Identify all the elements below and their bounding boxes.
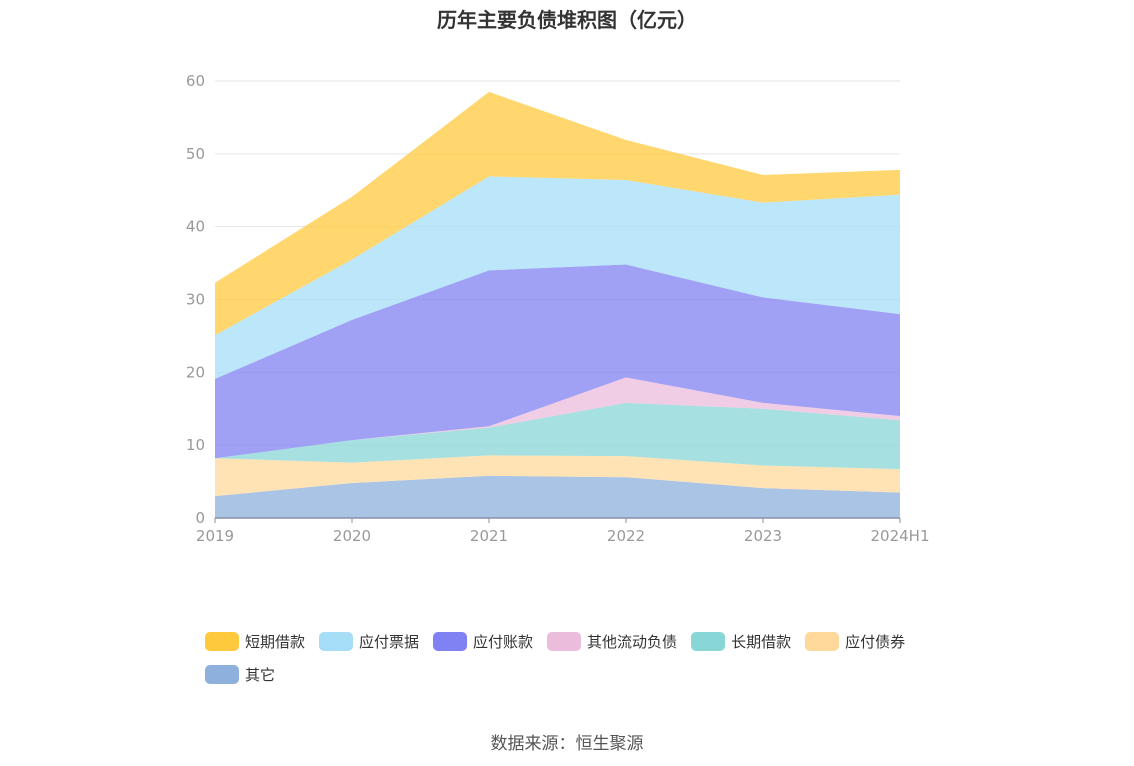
legend-item[interactable]: 短期借款 <box>205 630 305 653</box>
legend-item[interactable]: 应付票据 <box>319 630 419 653</box>
x-tick-label: 2019 <box>196 527 234 545</box>
y-tick-label: 0 <box>195 509 205 527</box>
legend-label: 长期借款 <box>731 633 792 651</box>
legend-swatch <box>319 632 354 651</box>
y-tick-label: 60 <box>186 72 205 90</box>
y-tick-label: 10 <box>186 436 205 454</box>
x-tick-label: 2021 <box>470 527 508 545</box>
legend-swatch <box>205 632 239 651</box>
y-tick-label: 30 <box>186 291 205 309</box>
legend-swatch <box>205 665 239 684</box>
legend-label: 应付账款 <box>473 633 534 651</box>
legend-swatch <box>691 632 726 651</box>
area-series-长期借款 <box>215 402 900 470</box>
x-tick-label: 2020 <box>333 527 371 545</box>
chart-legend: 短期借款 应付票据 应付账款 其他流动负债 长期借款 应付债券其它 <box>205 630 965 696</box>
legend-label: 短期借款 <box>245 633 306 651</box>
legend-item[interactable]: 其它 <box>205 663 275 686</box>
legend-swatch <box>805 632 840 651</box>
y-tick-label: 50 <box>186 145 205 163</box>
legend-item[interactable]: 应付债券 <box>805 630 905 653</box>
area-series-应付债券 <box>215 455 900 497</box>
area-series-应付账款 <box>215 264 900 459</box>
legend-swatch <box>433 632 468 651</box>
legend-label: 其它 <box>245 666 276 684</box>
legend-label: 其他流动负债 <box>587 633 678 651</box>
area-series-其他流动负债 <box>215 377 900 459</box>
legend-label: 应付债券 <box>845 633 906 651</box>
y-tick-label: 20 <box>186 363 205 381</box>
legend-item[interactable]: 应付账款 <box>433 630 533 653</box>
x-tick-label: 2022 <box>607 527 645 545</box>
legend-swatch <box>547 632 582 651</box>
legend-item[interactable]: 长期借款 <box>691 630 791 653</box>
area-series-其它 <box>215 475 900 518</box>
data-source-note: 数据来源：恒生聚源 <box>490 734 644 754</box>
legend-label: 应付票据 <box>359 633 420 651</box>
x-tick-label: 2024H1 <box>871 527 930 545</box>
area-series-短期借款 <box>215 91 900 336</box>
area-series-应付票据 <box>215 176 900 379</box>
x-tick-label: 2023 <box>744 527 782 545</box>
y-tick-label: 40 <box>186 218 205 236</box>
chart-title: 历年主要负债堆积图（亿元） <box>437 8 697 32</box>
legend-item[interactable]: 其他流动负债 <box>547 630 677 653</box>
stacked-area-chart: 0 10 20 30 40 50 60 2019 2020 2021 2022 2023 2024H1 <box>186 72 930 545</box>
